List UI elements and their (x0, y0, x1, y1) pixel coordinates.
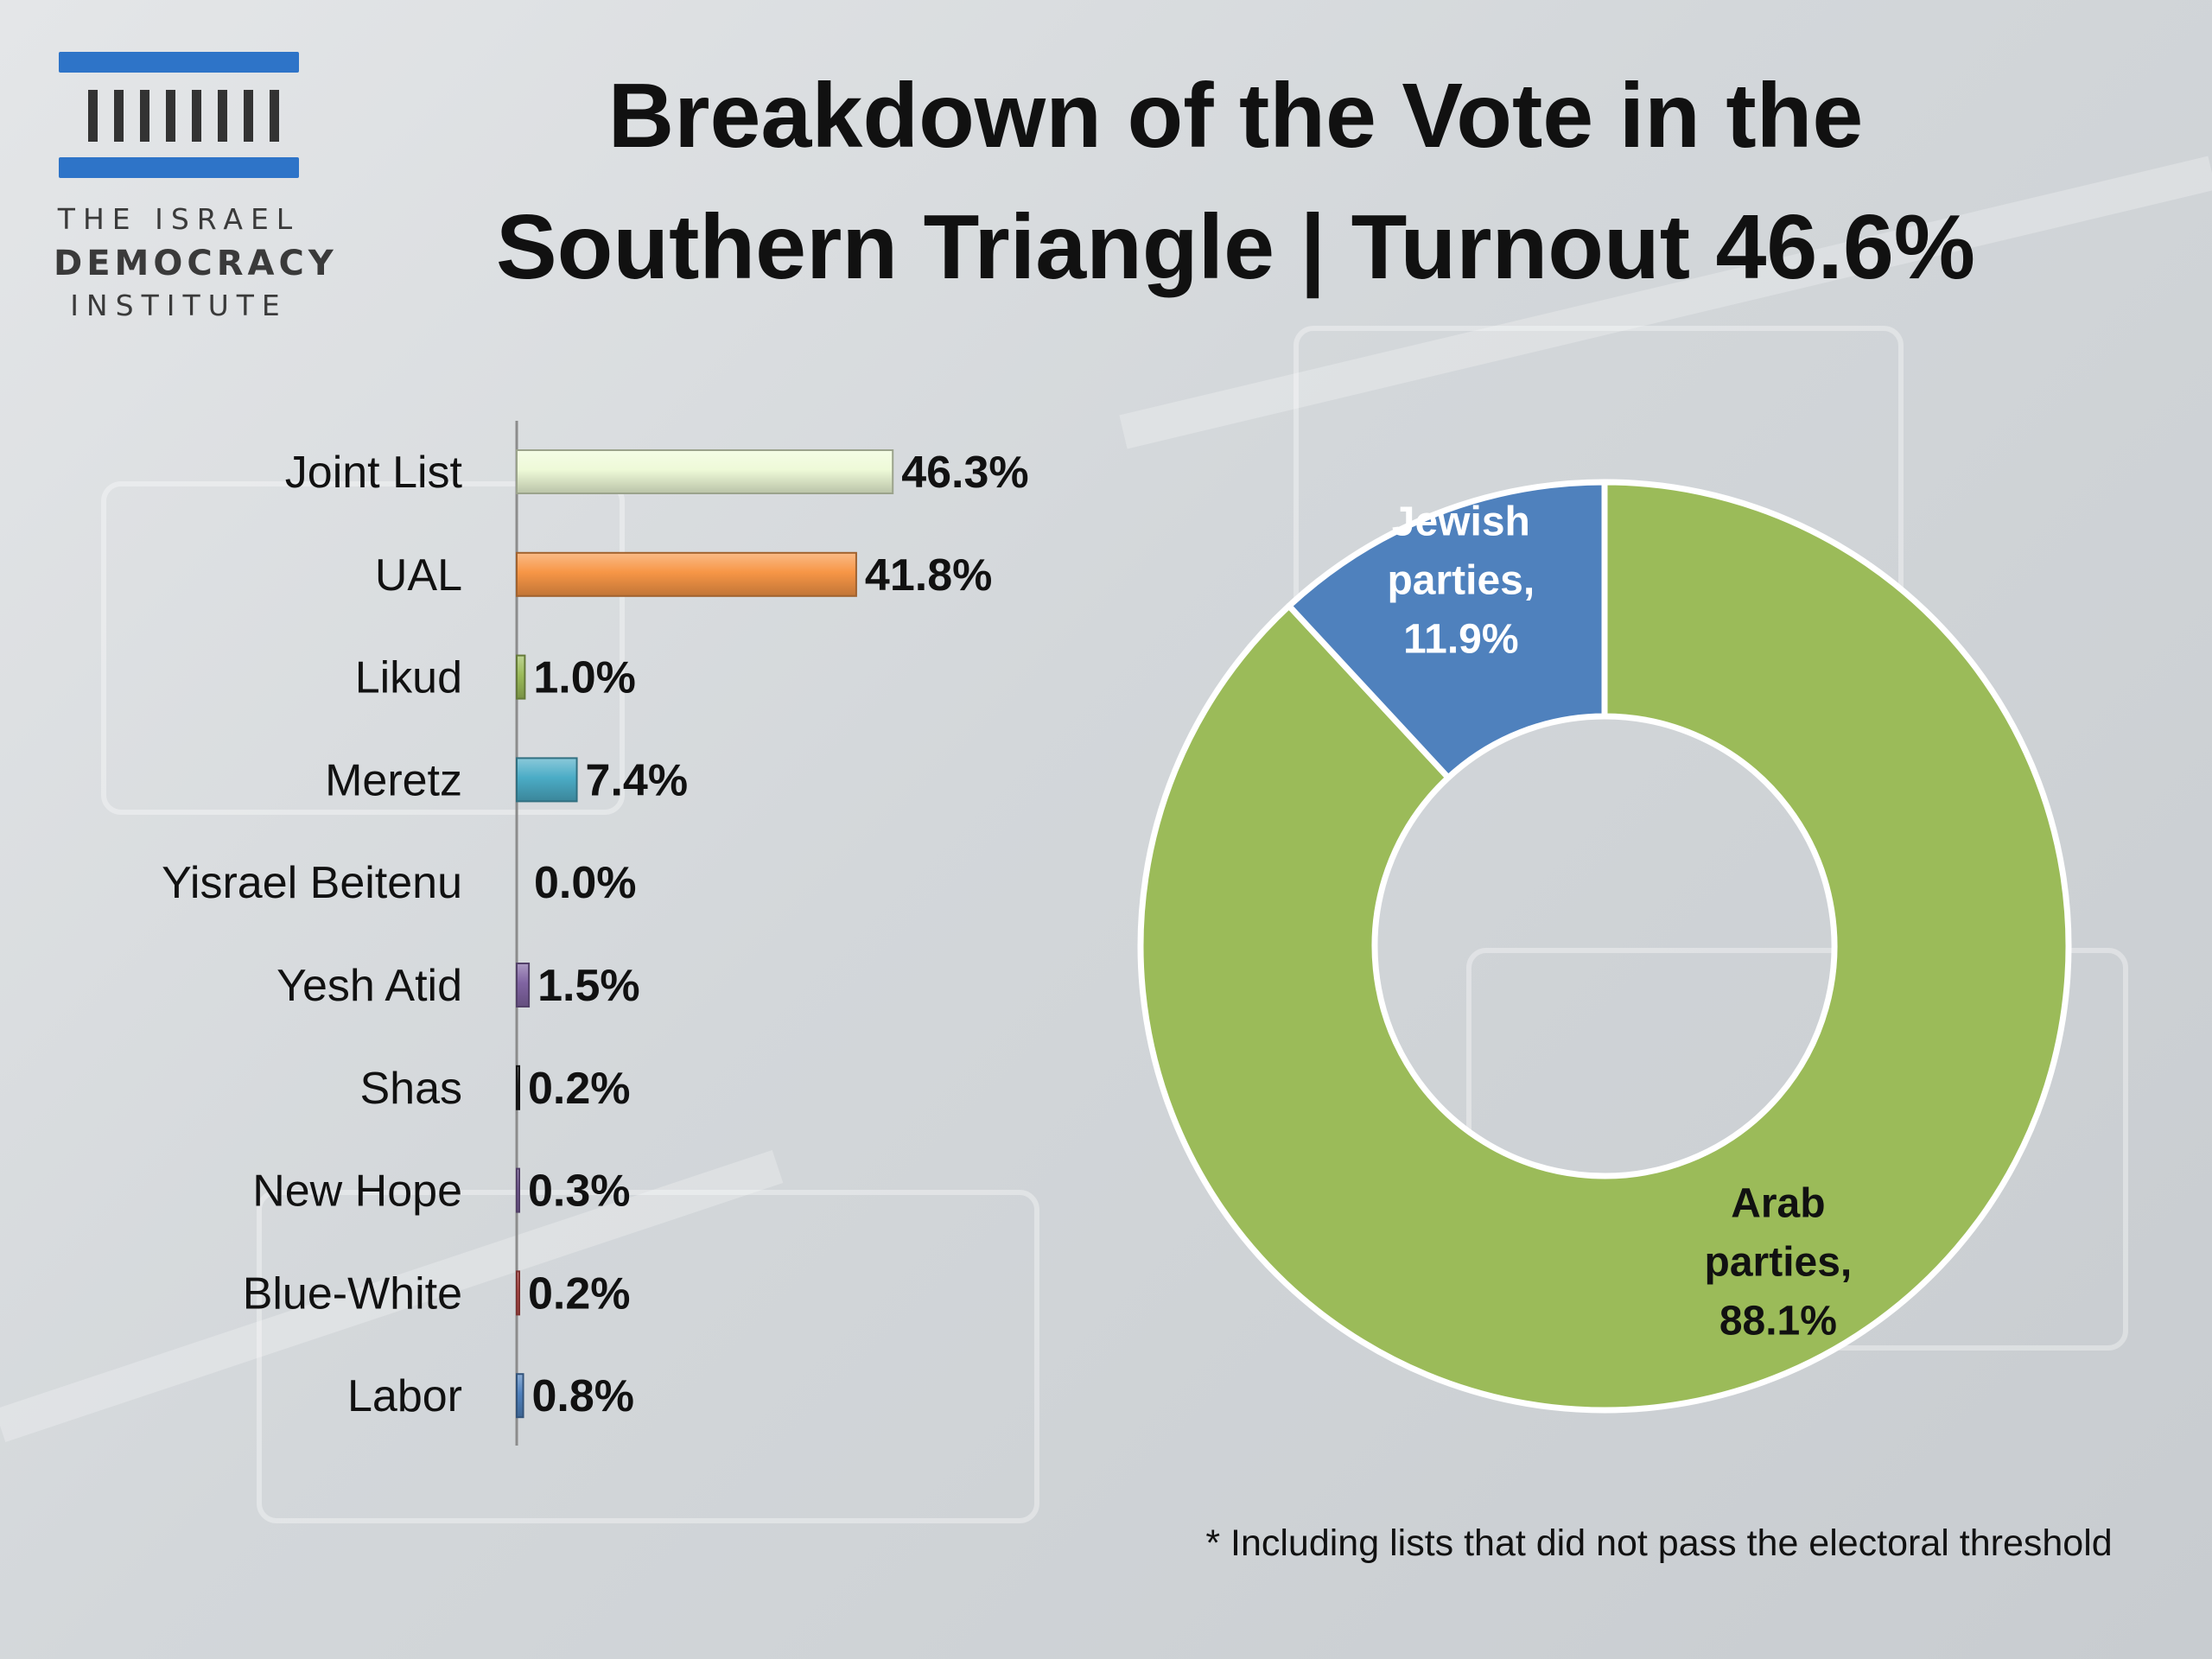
bar-value-label: 0.2% (528, 1268, 631, 1319)
bar-category-label: UAL (375, 550, 462, 601)
bar-meretz (516, 757, 578, 803)
donut-slice-arab-parties (1137, 479, 2072, 1414)
bar-category-label: Joint List (285, 448, 463, 498)
bar-category-label: Blue-White (243, 1268, 462, 1319)
title-line-2: Southern Triangle | Turnout 46.6% (495, 196, 1976, 298)
title-line-1: Breakdown of the Vote in the (607, 65, 1864, 167)
bar-value-label: 41.8% (865, 550, 992, 601)
donut-slice-label: Jewish parties, 11.9% (1387, 499, 1535, 662)
bloc-donut-chart: Arab parties, 88.1% Jewish parties, 11.9% (1137, 479, 2072, 1414)
logo-line-2: DEMOCRACY (54, 244, 338, 283)
bar-category-label: Likud (355, 653, 462, 703)
bar-category-label: New Hope (252, 1166, 462, 1217)
bar-value-label: 46.3% (901, 448, 1028, 498)
bar-ual (516, 551, 857, 597)
idi-logo: THE ISRAEL DEMOCRACY INSTITUTE (54, 48, 338, 334)
institute-pillars-icon (59, 52, 299, 178)
donut-slice-jewish-parties (1286, 479, 1608, 781)
bar-value-label: 1.5% (537, 961, 640, 1011)
bar-category-label: Shas (359, 1064, 462, 1114)
bar-value-label: 0.3% (528, 1166, 631, 1217)
bar-yesh-atid (516, 963, 531, 1007)
party-bar-chart: Joint List 46.3% UAL 41.8% Likud 1.0% Meretz 7.… (162, 421, 1029, 1446)
bar-value-label: 7.4% (586, 755, 689, 805)
bar-value-label: 0.2% (528, 1064, 631, 1114)
bar-category-label: Meretz (325, 755, 462, 805)
bar-joint-list (516, 449, 894, 494)
bar-category-label: Labor (347, 1371, 462, 1421)
bar-blue-white (516, 1270, 520, 1316)
bar-value-label: 0.8% (532, 1371, 635, 1421)
page-title: Breakdown of the Vote in the Southern Tr… (380, 50, 2091, 313)
bar-category-label: Yesh Atid (276, 961, 462, 1011)
logo-line-1: THE ISRAEL (57, 202, 301, 236)
bar-value-label: 0.0% (534, 858, 637, 908)
bar-value-label: 1.0% (533, 653, 636, 703)
bar-likud (516, 654, 526, 700)
footnote: * Including lists that did not pass the … (1205, 1522, 2113, 1564)
bar-labor (516, 1373, 524, 1419)
bar-new-hope (516, 1167, 520, 1213)
bar-shas (516, 1065, 520, 1110)
bar-category-label: Yisrael Beitenu (162, 858, 462, 908)
logo-line-3: INSTITUTE (70, 289, 288, 322)
donut-slice-label: Arab parties, 88.1% (1705, 1180, 1853, 1344)
